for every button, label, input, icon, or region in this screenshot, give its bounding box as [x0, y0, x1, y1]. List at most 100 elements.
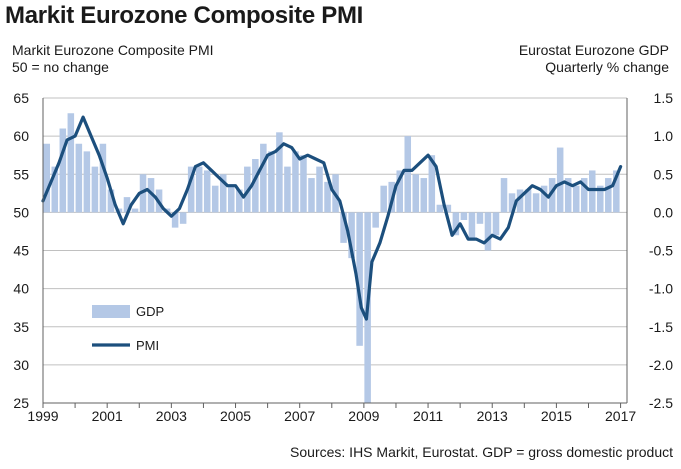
- right-axis-title: Eurostat Eurozone GDP Quarterly % change: [519, 42, 669, 76]
- legend-gdp-label: GDP: [136, 304, 164, 319]
- gdp-bar: [83, 151, 91, 213]
- chart-title: Markit Eurozone Composite PMI: [5, 2, 364, 29]
- x-tick-label: 1999: [27, 408, 58, 424]
- gdp-bar: [139, 174, 147, 213]
- axes: 25 -2.5 30 -2.0 35 -1.5 40 -1.0 45 -0.5 50 0.0 55 0.5…: [13, 90, 673, 424]
- left-axis-title: Markit Eurozone Composite PMI 50 = no ch…: [12, 42, 214, 76]
- gdp-bar: [444, 204, 452, 213]
- gdp-bar: [396, 170, 403, 213]
- gdp-bar: [412, 174, 420, 213]
- y-right-tick-label: 0.5: [654, 166, 674, 182]
- gdp-bar: [260, 143, 267, 213]
- gdp-bar: [468, 212, 476, 240]
- gdp-bar: [605, 178, 612, 213]
- gdp-bar: [588, 170, 596, 213]
- y-right-tick-label: -0.5: [649, 243, 673, 259]
- gdp-bar: [500, 178, 508, 213]
- gdp-bar: [59, 128, 67, 213]
- gdp-bar: [348, 212, 355, 259]
- y-right-tick-label: -1.0: [649, 281, 673, 297]
- x-tick-label: 2001: [92, 408, 123, 424]
- gdp-bar: [107, 189, 115, 213]
- gdp-bar: [372, 212, 379, 228]
- y-left-tick-label: 25: [13, 395, 29, 411]
- x-tick-label: 2011: [413, 408, 443, 424]
- gdp-bar: [556, 147, 564, 213]
- gdp-bar: [284, 166, 291, 213]
- gdp-bar: [99, 143, 107, 213]
- gdp-bar: [300, 155, 307, 213]
- legend-pmi-label: PMI: [136, 338, 159, 353]
- gdp-bar: [292, 151, 299, 213]
- left-axis-title-line-1: Markit Eurozone Composite PMI: [12, 42, 214, 58]
- gdp-bar: [67, 113, 75, 213]
- y-right-tick-label: 0.0: [654, 204, 674, 220]
- gdp-bar: [524, 189, 532, 213]
- gdp-bar: [476, 212, 484, 224]
- y-left-tick-label: 30: [13, 357, 29, 373]
- gdp-bar: [228, 185, 235, 213]
- y-left-tick-label: 35: [13, 319, 29, 335]
- y-left-tick-label: 65: [13, 90, 29, 106]
- gdp-bar: [508, 193, 516, 213]
- gdp-bar: [187, 166, 195, 213]
- gdp-bar: [171, 212, 179, 228]
- gdp-bar: [324, 181, 331, 213]
- gdp-bar: [131, 208, 139, 213]
- gdp-bar: [380, 185, 387, 213]
- y-left-tick-label: 45: [13, 243, 29, 259]
- gdp-bar: [420, 178, 428, 213]
- x-tick-label: 2009: [348, 408, 379, 424]
- right-axis-title-line-1: Eurostat Eurozone GDP: [518, 42, 669, 58]
- gdp-bar: [516, 189, 524, 213]
- gdp-bar: [211, 185, 219, 213]
- gdp-bar: [43, 143, 51, 213]
- pmi-line: [41, 115, 623, 321]
- gdp-bar: [613, 170, 620, 213]
- gdp-bar: [123, 197, 131, 213]
- x-tick-label: 2013: [477, 408, 508, 424]
- gdp-bar: [548, 178, 556, 213]
- legend: GDP PMI: [92, 304, 164, 353]
- gridlines: [43, 97, 627, 404]
- gdp-bar: [436, 204, 444, 213]
- y-left-tick-label: 60: [13, 128, 29, 144]
- gdp-bar: [404, 136, 412, 213]
- gdp-bar: [580, 178, 588, 213]
- gdp-bar: [252, 159, 259, 213]
- y-right-tick-label: -2.5: [649, 395, 673, 411]
- gdp-bar: [276, 132, 283, 213]
- gdp-bar: [308, 178, 315, 213]
- gdp-bar: [597, 185, 604, 213]
- gdp-bar: [428, 155, 436, 213]
- gdp-bar: [179, 212, 187, 224]
- left-axis-title-line-2: 50 = no change: [12, 59, 109, 75]
- gdp-bar: [195, 166, 203, 213]
- y-right-tick-label: 1.0: [654, 128, 674, 144]
- x-tick-label: 2017: [605, 408, 636, 424]
- y-right-tick-label: 1.5: [654, 90, 674, 106]
- y-left-tick-label: 40: [13, 281, 29, 297]
- y-left-tick-label: 55: [13, 166, 29, 182]
- gdp-bars: [43, 113, 620, 403]
- gdp-bar: [203, 170, 211, 213]
- gdp-bar: [75, 143, 83, 213]
- gdp-bar: [484, 212, 492, 251]
- legend-gdp-swatch: [92, 305, 130, 318]
- gdp-bar: [268, 151, 275, 213]
- y-right-tick-label: -1.5: [649, 319, 673, 335]
- x-tick-label: 2003: [156, 408, 187, 424]
- gdp-bar: [236, 189, 243, 213]
- gdp-bar: [316, 166, 323, 213]
- y-right-tick-label: -2.0: [649, 357, 673, 373]
- gdp-bar: [540, 185, 548, 213]
- gdp-bar: [532, 193, 540, 213]
- gdp-bar: [452, 212, 460, 236]
- right-axis-title-line-2: Quarterly % change: [545, 59, 669, 75]
- x-tick-label: 2005: [220, 408, 251, 424]
- gdp-bar: [492, 212, 500, 236]
- gdp-bar: [51, 166, 59, 213]
- x-tick-label: 2015: [541, 408, 572, 424]
- source-note: Sources: IHS Markit, Eurostat. GDP = gro…: [290, 444, 673, 460]
